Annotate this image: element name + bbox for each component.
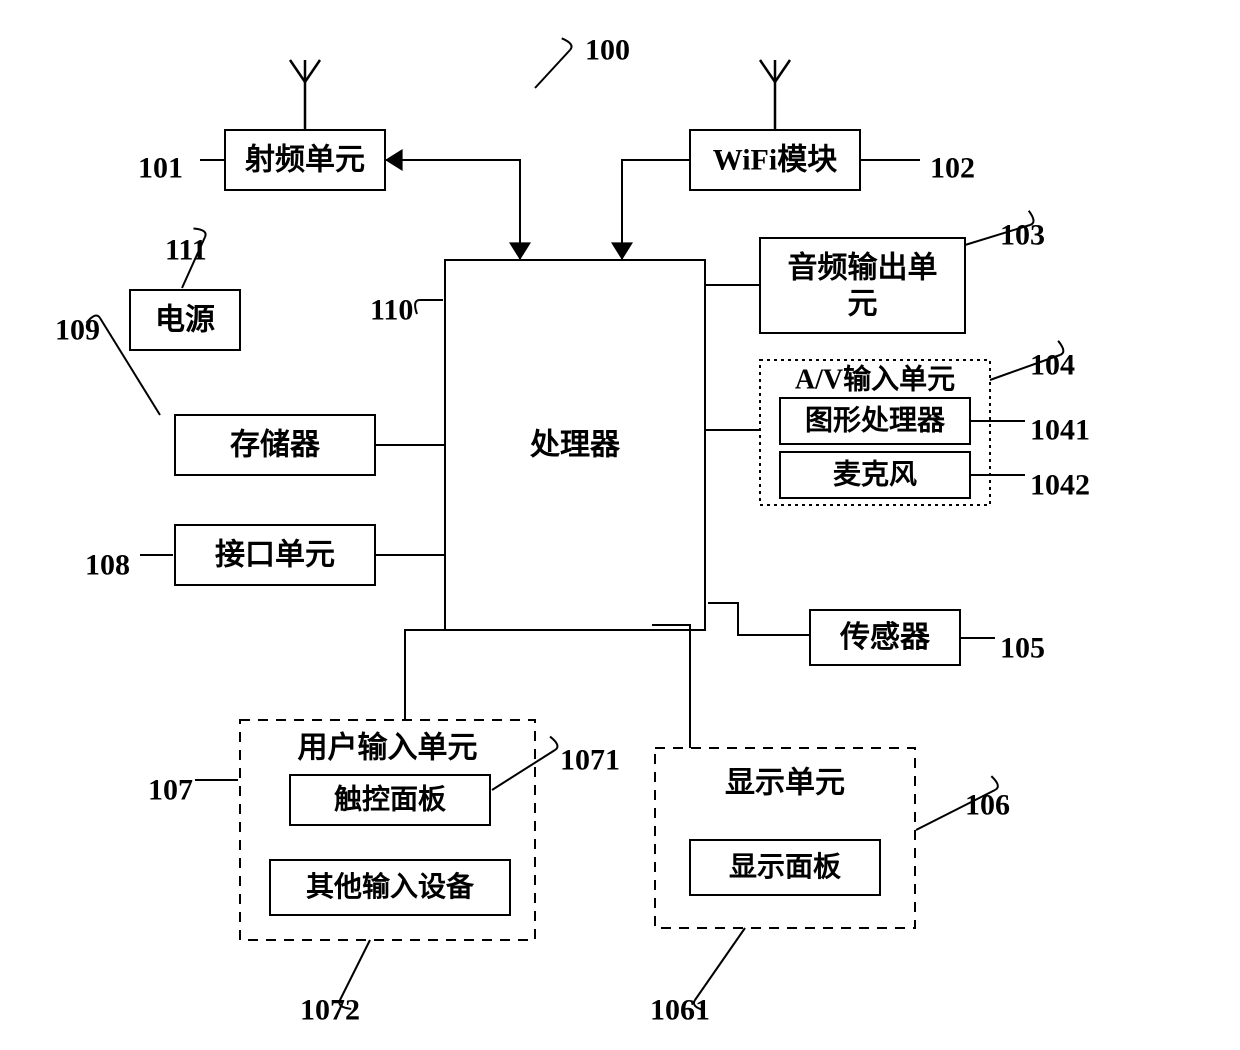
svg-text:109: 109 xyxy=(55,314,100,347)
svg-text:其他输入设备: 其他输入设备 xyxy=(306,870,475,903)
svg-text:麦克风: 麦克风 xyxy=(833,459,917,491)
svg-text:102: 102 xyxy=(930,152,975,185)
svg-text:显示单元: 显示单元 xyxy=(725,767,845,800)
svg-text:电源: 电源 xyxy=(155,304,215,337)
svg-text:A/V输入单元: A/V输入单元 xyxy=(795,363,955,396)
svg-text:104: 104 xyxy=(1030,349,1075,382)
svg-text:1041: 1041 xyxy=(1030,414,1090,447)
svg-text:105: 105 xyxy=(1000,632,1045,665)
svg-text:100: 100 xyxy=(585,34,630,67)
svg-text:WiFi模块: WiFi模块 xyxy=(713,144,837,177)
svg-text:接口单元: 接口单元 xyxy=(215,539,335,572)
svg-text:射频单元: 射频单元 xyxy=(245,144,365,177)
svg-text:用户输入单元: 用户输入单元 xyxy=(298,732,478,765)
svg-text:101: 101 xyxy=(138,152,183,185)
svg-text:处理器: 处理器 xyxy=(529,429,621,462)
svg-text:触控面板: 触控面板 xyxy=(334,784,446,816)
svg-text:元: 元 xyxy=(848,288,878,321)
svg-text:108: 108 xyxy=(85,549,130,582)
svg-text:1072: 1072 xyxy=(300,994,360,1027)
svg-text:传感器: 传感器 xyxy=(839,621,931,654)
svg-text:1071: 1071 xyxy=(560,744,620,777)
svg-text:1042: 1042 xyxy=(1030,469,1090,502)
svg-text:存储器: 存储器 xyxy=(230,429,321,462)
svg-text:显示面板: 显示面板 xyxy=(729,851,841,883)
svg-text:音频输出单: 音频输出单 xyxy=(788,252,938,285)
svg-text:103: 103 xyxy=(1000,219,1045,252)
svg-text:图形处理器: 图形处理器 xyxy=(805,405,946,437)
svg-text:107: 107 xyxy=(148,774,193,807)
svg-text:111: 111 xyxy=(165,234,207,267)
svg-text:110: 110 xyxy=(370,294,413,327)
